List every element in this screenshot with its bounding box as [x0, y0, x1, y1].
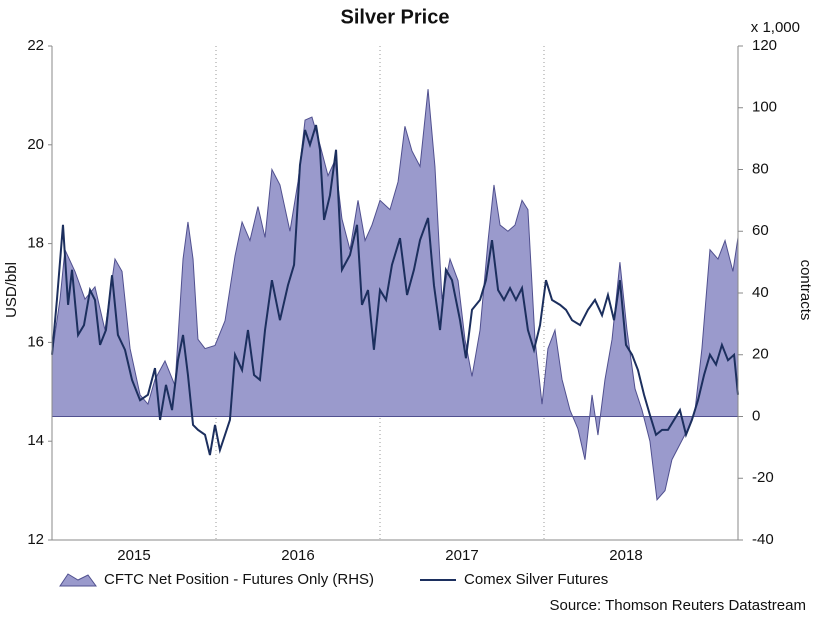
- y-tick-label: 14: [27, 432, 44, 449]
- y2-tick-label: 100: [752, 99, 777, 116]
- y2-tick-label: 60: [752, 222, 769, 239]
- y-tick-label: 20: [27, 136, 44, 153]
- line: [51, 124, 739, 456]
- y-tick-label: 12: [27, 531, 44, 548]
- chart-title: Silver Price: [341, 6, 450, 28]
- y2-tick-label: 0: [752, 407, 760, 424]
- y2-tick-label: -20: [752, 469, 774, 486]
- legend-label: Comex Silver Futures: [464, 571, 608, 588]
- y2-tick-label: 120: [752, 37, 777, 54]
- y2-tick-label: 40: [752, 284, 769, 301]
- x-tick-label: 2017: [445, 547, 478, 564]
- y2-tick-label: 20: [752, 346, 769, 363]
- x-tick-label: 2016: [281, 547, 314, 564]
- area: [51, 89, 739, 502]
- y2-axis-label: contracts: [797, 260, 814, 321]
- y-axis-label: USD/bbl: [3, 262, 20, 318]
- source-note: Source: Thomson Reuters Datastream: [549, 597, 806, 614]
- legend-label: CFTC Net Position - Futures Only (RHS): [104, 571, 374, 588]
- y-tick-label: 18: [27, 235, 44, 252]
- x-tick-label: 2018: [609, 547, 642, 564]
- y2-tick-label: -40: [752, 531, 774, 548]
- x-tick-label: 2015: [117, 547, 150, 564]
- y2-unit: x 1,000: [751, 19, 800, 36]
- legend-swatch: [59, 573, 97, 587]
- y2-tick-label: 80: [752, 160, 769, 177]
- y-tick-label: 16: [27, 333, 44, 350]
- y-tick-label: 22: [27, 37, 44, 54]
